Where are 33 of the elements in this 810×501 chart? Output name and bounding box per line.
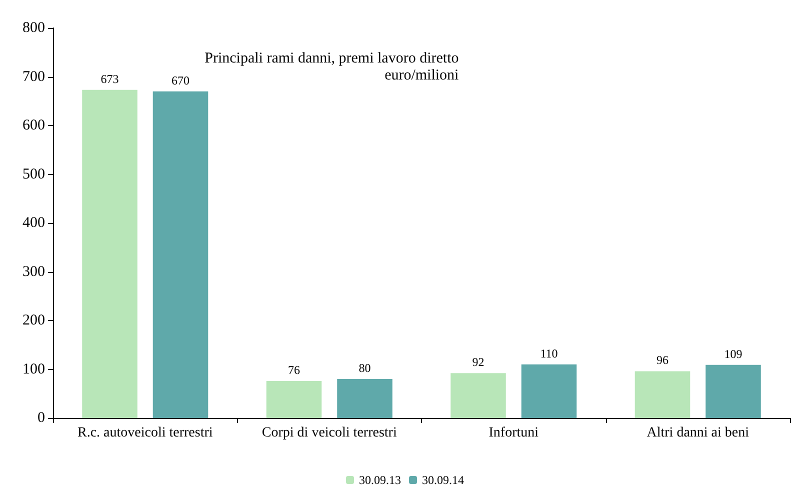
y-tick-label: 800 — [22, 20, 45, 36]
y-tick-label: 400 — [22, 215, 45, 231]
text: euro/milioni — [384, 68, 459, 84]
y-tick-label: 500 — [22, 166, 45, 182]
y-tick-label: 300 — [22, 264, 45, 280]
data-label: 673 — [100, 72, 119, 86]
x-tick-label: Altri danni ai beni — [646, 426, 750, 440]
bar — [152, 91, 208, 418]
data-label: 109 — [724, 346, 742, 361]
y-tick-label: 100 — [22, 361, 45, 378]
bar — [337, 379, 392, 418]
y-tick-label: 0 — [38, 410, 45, 426]
bar — [82, 90, 138, 418]
legend-label: 30.09.13 — [359, 473, 401, 487]
bar — [266, 380, 322, 418]
data-label: 80 — [358, 361, 371, 375]
bar — [706, 364, 761, 418]
y-tick-label: 600 — [22, 118, 45, 134]
data-label: 670 — [172, 73, 190, 88]
data-label: 76 — [288, 362, 300, 377]
legend-label: 30.09.14 — [422, 473, 464, 487]
y-tick-label: 700 — [22, 68, 45, 85]
x-tick-label: R.c. autoveicoli terrestri — [77, 426, 213, 440]
bar — [450, 373, 506, 418]
data-label: 96 — [656, 353, 668, 368]
data-label: 110 — [540, 346, 558, 360]
y-tick-label: 200 — [22, 312, 45, 328]
bar — [634, 371, 690, 418]
text: Principali rami danni, premi lavoro diretto — [204, 50, 459, 66]
x-tick-label: Infortuni — [488, 426, 539, 440]
x-tick-label: Corpi di veicoli terrestri — [262, 426, 397, 440]
bar — [521, 364, 577, 418]
data-label: 92 — [472, 355, 484, 370]
